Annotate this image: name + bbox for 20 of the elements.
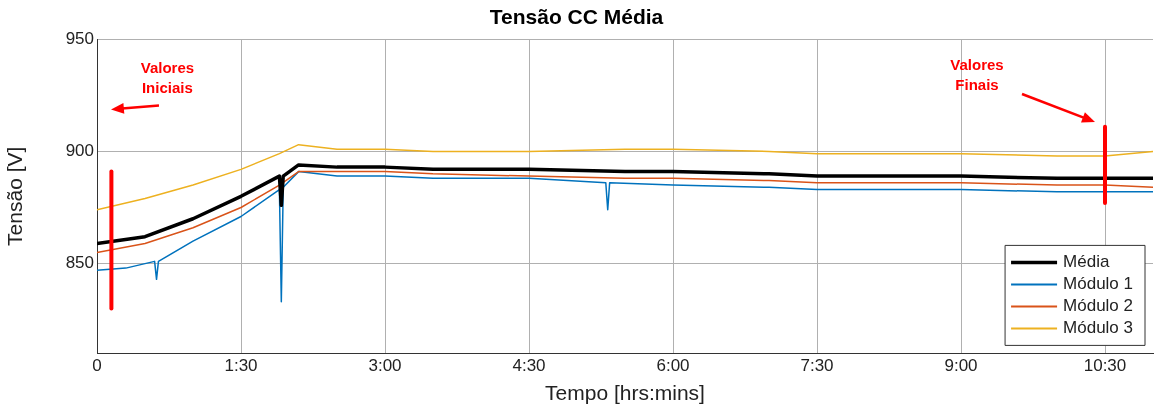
y-tick-label: 950 bbox=[65, 28, 94, 48]
x-tick-label: 1:30 bbox=[224, 356, 258, 376]
x-tick-label: 0 bbox=[92, 356, 102, 376]
x-tick-label: 9:00 bbox=[944, 356, 978, 376]
legend-label: Módulo 3 bbox=[1063, 318, 1133, 338]
x-tick-label: 10:30 bbox=[1083, 356, 1127, 376]
x-axis-title: Tempo [hrs:mins] bbox=[545, 381, 705, 405]
y-tick-label: 900 bbox=[65, 141, 94, 161]
chart-title: Tensão CC Média bbox=[489, 5, 664, 29]
annotation: Valores Finais bbox=[949, 54, 1005, 95]
x-tick-label: 3:00 bbox=[368, 356, 402, 376]
legend-label: Módulo 2 bbox=[1063, 296, 1133, 316]
annotation: Valores Iniciais bbox=[139, 57, 196, 98]
legend-label: Média bbox=[1063, 252, 1110, 272]
y-axis-title: Tensão [V] bbox=[3, 146, 27, 246]
x-tick-label: 7:30 bbox=[800, 356, 834, 376]
x-tick-label: 4:30 bbox=[512, 356, 546, 376]
x-tick-label: 6:00 bbox=[656, 356, 690, 376]
y-tick-label: 850 bbox=[65, 253, 94, 273]
legend-label: Módulo 1 bbox=[1063, 274, 1133, 294]
